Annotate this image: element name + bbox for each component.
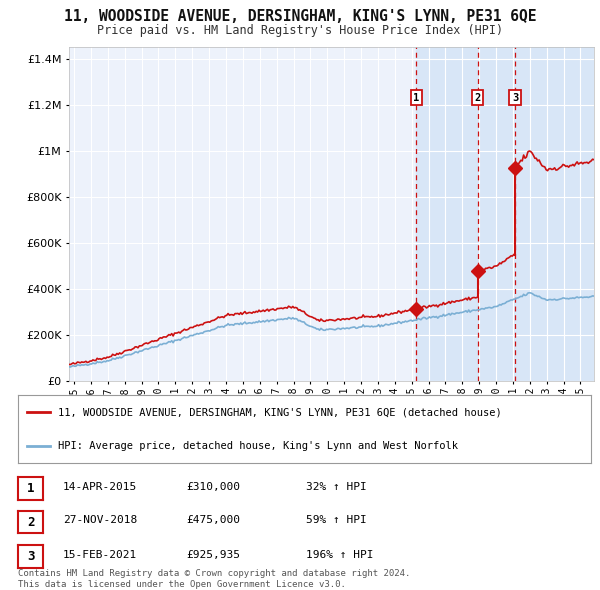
Text: 27-NOV-2018: 27-NOV-2018: [63, 516, 137, 525]
Text: 11, WOODSIDE AVENUE, DERSINGHAM, KING'S LYNN, PE31 6QE: 11, WOODSIDE AVENUE, DERSINGHAM, KING'S …: [64, 9, 536, 24]
Text: 11, WOODSIDE AVENUE, DERSINGHAM, KING'S LYNN, PE31 6QE (detached house): 11, WOODSIDE AVENUE, DERSINGHAM, KING'S …: [58, 407, 502, 417]
Text: 15-FEB-2021: 15-FEB-2021: [63, 550, 137, 559]
Text: 2: 2: [27, 516, 34, 529]
Text: 1: 1: [27, 482, 34, 495]
Text: 2: 2: [475, 93, 481, 103]
Text: 3: 3: [512, 93, 518, 103]
Text: £925,935: £925,935: [186, 550, 240, 559]
Text: HPI: Average price, detached house, King's Lynn and West Norfolk: HPI: Average price, detached house, King…: [58, 441, 458, 451]
Text: Price paid vs. HM Land Registry's House Price Index (HPI): Price paid vs. HM Land Registry's House …: [97, 24, 503, 37]
Text: 1: 1: [413, 93, 419, 103]
Text: Contains HM Land Registry data © Crown copyright and database right 2024.: Contains HM Land Registry data © Crown c…: [18, 569, 410, 578]
Text: 14-APR-2015: 14-APR-2015: [63, 482, 137, 491]
Text: 32% ↑ HPI: 32% ↑ HPI: [306, 482, 367, 491]
Text: 59% ↑ HPI: 59% ↑ HPI: [306, 516, 367, 525]
Text: £475,000: £475,000: [186, 516, 240, 525]
Bar: [416, 47, 594, 381]
Text: £310,000: £310,000: [186, 482, 240, 491]
Text: This data is licensed under the Open Government Licence v3.0.: This data is licensed under the Open Gov…: [18, 579, 346, 589]
Text: 3: 3: [27, 550, 34, 563]
Text: 196% ↑ HPI: 196% ↑ HPI: [306, 550, 373, 559]
